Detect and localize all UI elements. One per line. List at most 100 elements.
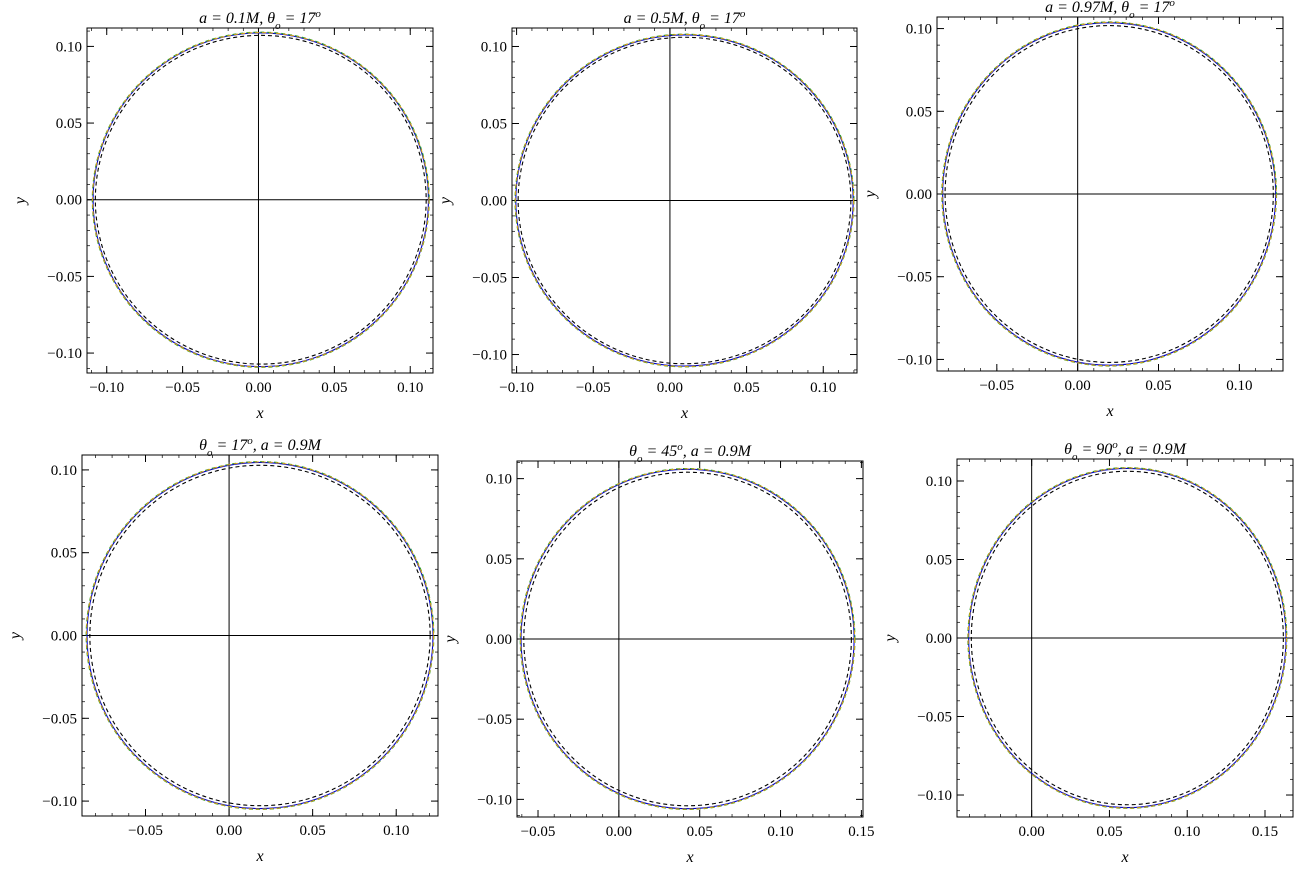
title-part: θ bbox=[1064, 441, 1072, 458]
x-tick-label: −0.05 bbox=[128, 823, 163, 839]
y-tick-label: −0.10 bbox=[47, 346, 82, 362]
shadow-curve-3 bbox=[514, 33, 855, 368]
title-part: = 17 bbox=[212, 437, 248, 454]
plot-frame bbox=[86, 27, 434, 374]
title-part: o bbox=[1169, 0, 1175, 9]
y-tick-label: 0.05 bbox=[926, 552, 952, 568]
y-tick-label: −0.05 bbox=[47, 269, 82, 285]
panel-title: θo = 17o, a = 0.9M bbox=[199, 435, 322, 459]
title-part: o bbox=[1129, 9, 1135, 21]
shadow-curve-4 bbox=[970, 470, 1284, 806]
x-tick-label: 0.05 bbox=[321, 380, 347, 396]
y-tick-label: 0.00 bbox=[481, 194, 507, 210]
x-tick-label: 0.05 bbox=[1096, 824, 1122, 840]
title-part: = 90 bbox=[1077, 441, 1112, 458]
y-tick-label: 0.00 bbox=[926, 631, 952, 647]
title-part: , a = 0.9M bbox=[1118, 441, 1188, 458]
shadow-curve-4 bbox=[523, 471, 852, 807]
y-tick-label: 0.05 bbox=[906, 104, 932, 120]
shadow-curve-4 bbox=[89, 464, 431, 807]
x-tick-label: −0.10 bbox=[89, 380, 124, 396]
chart-panel-6: 0.00 0.05 0.10 0.15 −0.10 −0.05 0.00 0.05 0.10 x y… bbox=[882, 439, 1294, 866]
y-tick-label: 0.10 bbox=[481, 39, 507, 55]
title-part: o bbox=[700, 20, 706, 32]
x-tick-label: −0.05 bbox=[165, 380, 200, 396]
x-tick-label: 0.15 bbox=[1252, 824, 1278, 840]
y-tick-label: −0.10 bbox=[472, 348, 507, 364]
shadow-curve-4 bbox=[517, 36, 852, 365]
shadow-curve-4 bbox=[944, 25, 1274, 363]
panel-title: a = 0.5M, θo = 17o bbox=[624, 8, 746, 32]
y-tick-label: 0.10 bbox=[56, 39, 82, 55]
y-tick-label: −0.05 bbox=[477, 712, 512, 728]
y-tick-label: 0.05 bbox=[481, 116, 507, 132]
x-tick-label: 0.00 bbox=[1019, 824, 1045, 840]
title-part: o bbox=[315, 8, 321, 20]
shadow-curve-3 bbox=[941, 21, 1277, 367]
y-tick-label: −0.05 bbox=[472, 271, 507, 287]
shadow-curve-3 bbox=[92, 32, 430, 368]
x-axis-label: x bbox=[680, 405, 688, 422]
x-tick-label: 0.10 bbox=[810, 380, 836, 396]
y-tick-label: 0.05 bbox=[56, 116, 82, 132]
panel-title: a = 0.97M, θo = 17o bbox=[1045, 0, 1175, 21]
panel-title: a = 0.1M, θo = 17o bbox=[199, 8, 321, 32]
chart-panel-2: −0.10 −0.05 0.00 0.05 0.10 −0.10 −0.05 0.00 0.05… bbox=[437, 8, 858, 422]
title-part: o bbox=[637, 453, 643, 465]
y-axis-label: y bbox=[862, 190, 879, 200]
y-tick-label: −0.05 bbox=[42, 711, 77, 727]
y-tick-label: 0.10 bbox=[926, 474, 952, 490]
x-tick-label: 0.00 bbox=[657, 380, 683, 396]
y-tick-label: 0.05 bbox=[486, 552, 512, 568]
y-tick-label: −0.10 bbox=[477, 792, 512, 808]
x-axis-label: x bbox=[255, 848, 263, 865]
x-axis-label: x bbox=[1105, 403, 1113, 420]
y-tick-label: −0.10 bbox=[917, 788, 952, 804]
panel-title: θo = 45o, a = 0.9M bbox=[629, 441, 752, 465]
x-tick-label: 0.00 bbox=[245, 380, 271, 396]
y-tick-label: 0.00 bbox=[486, 632, 512, 648]
title-part: θ bbox=[199, 437, 207, 454]
chart-panel-4: −0.05 0.00 0.05 0.10 −0.10 −0.05 0.00 0.05 0.10 x… bbox=[7, 435, 439, 865]
title-part: o bbox=[740, 8, 746, 20]
y-axis-label: y bbox=[882, 634, 899, 644]
y-tick-label: −0.05 bbox=[917, 710, 952, 726]
title-part: = 17 bbox=[281, 10, 317, 27]
x-tick-label: 0.00 bbox=[216, 823, 242, 839]
y-axis-label: y bbox=[12, 196, 29, 206]
x-tick-label: 0.10 bbox=[383, 823, 409, 839]
x-tick-label: 0.05 bbox=[1145, 378, 1171, 394]
x-tick-label: 0.00 bbox=[606, 824, 632, 840]
y-tick-label: −0.05 bbox=[897, 270, 932, 286]
title-part: = 17 bbox=[705, 10, 741, 27]
shadow-curve-4 bbox=[94, 34, 427, 365]
title-part: o bbox=[1112, 439, 1118, 451]
title-part: o bbox=[247, 435, 253, 447]
y-tick-label: 0.10 bbox=[486, 472, 512, 488]
x-tick-label: −0.05 bbox=[576, 380, 611, 396]
chart-panel-5: −0.05 0.00 0.05 0.10 0.15 −0.10 −0.05 0.00 0.05 0… bbox=[442, 441, 875, 866]
y-axis-label: y bbox=[442, 635, 459, 645]
panel-title: θo = 90o, a = 0.9M bbox=[1064, 439, 1187, 463]
x-tick-label: 0.10 bbox=[397, 380, 423, 396]
x-tick-label: 0.15 bbox=[848, 824, 874, 840]
y-tick-label: 0.10 bbox=[906, 22, 932, 38]
x-tick-label: 0.05 bbox=[300, 823, 326, 839]
title-part: a = 0.1M, θ bbox=[199, 10, 275, 27]
x-tick-label: 0.05 bbox=[687, 824, 713, 840]
y-tick-label: 0.10 bbox=[51, 463, 77, 479]
x-tick-label: 0.00 bbox=[1065, 378, 1091, 394]
x-tick-label: −0.05 bbox=[979, 378, 1014, 394]
x-tick-label: −0.05 bbox=[521, 824, 556, 840]
shadow-curve-3 bbox=[85, 461, 435, 810]
y-axis-label: y bbox=[437, 196, 454, 206]
y-axis-label: y bbox=[7, 631, 24, 641]
title-part: , a = 0.9M bbox=[253, 437, 323, 454]
title-part: θ bbox=[629, 443, 637, 460]
title-part: o bbox=[207, 447, 213, 459]
x-tick-label: −0.10 bbox=[499, 380, 534, 396]
y-tick-label: 0.00 bbox=[906, 187, 932, 203]
shadow-curve-3 bbox=[967, 467, 1288, 809]
y-tick-label: 0.05 bbox=[51, 546, 77, 562]
